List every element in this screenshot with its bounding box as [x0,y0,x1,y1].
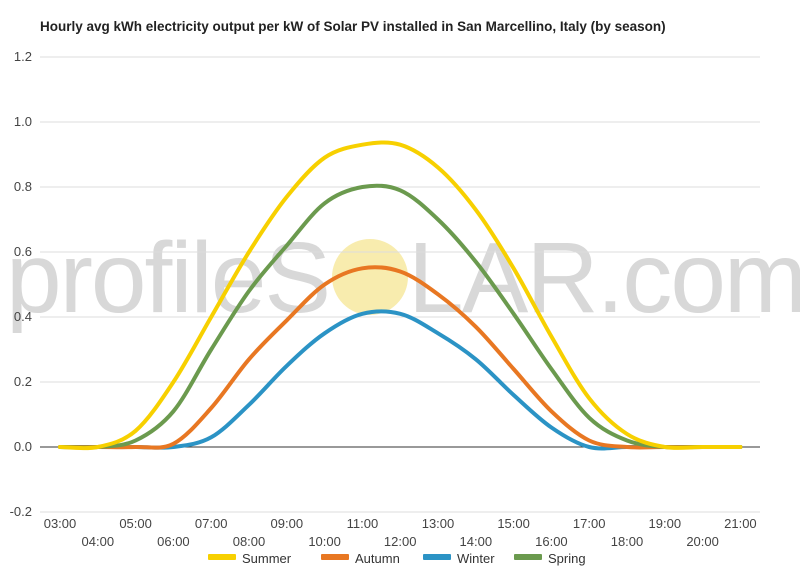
y-tick-label: 0.6 [14,244,32,259]
y-tick-label: 0.2 [14,374,32,389]
x-tick-label: 16:00 [535,534,568,549]
x-tick-label: 04:00 [82,534,115,549]
legend: Summer Autumn Winter Spring [208,551,586,566]
legend-label-winter: Winter [457,551,495,566]
legend-swatch-autumn [321,554,349,560]
x-tick-label: 17:00 [573,516,606,531]
series-line-spring [58,183,743,450]
legend-label-autumn: Autumn [355,551,400,566]
x-tick-label: 13:00 [422,516,455,531]
y-tick-label: -0.2 [10,504,32,519]
x-tick-label: 15:00 [497,516,530,531]
x-tick-label: 10:00 [308,534,341,549]
x-tick-label: 08:00 [233,534,266,549]
x-tick-label: 21:00 [724,516,757,531]
series-line-autumn [58,265,743,450]
y-tick-label: 0.8 [14,179,32,194]
x-tick-label: 18:00 [611,534,644,549]
legend-swatch-spring [514,554,542,560]
watermark: profileS LAR.com [6,222,800,334]
x-tick-label: 03:00 [44,516,77,531]
legend-swatch-summer [208,554,236,560]
x-tick-label: 14:00 [460,534,493,549]
x-tick-label: 07:00 [195,516,228,531]
x-axis: 03:00 04:00 05:00 06:00 07:00 08:00 09:00 10:00… [44,516,757,549]
legend-label-summer: Summer [242,551,292,566]
x-tick-label: 12:00 [384,534,417,549]
x-tick-label: 20:00 [686,534,719,549]
series-line-summer [58,140,743,451]
y-tick-label: 0.0 [14,439,32,454]
watermark-sun [332,239,408,315]
chart-title: Hourly avg kWh electricity output per kW… [40,19,666,34]
y-tick-label: 1.2 [14,49,32,64]
x-tick-label: 05:00 [119,516,152,531]
watermark-text-left: profileS [6,222,329,334]
x-tick-label: 11:00 [347,516,379,531]
series-lines [58,140,743,451]
x-tick-label: 06:00 [157,534,190,549]
legend-label-spring: Spring [548,551,586,566]
y-tick-label: 0.4 [14,309,32,324]
legend-swatch-winter [423,554,451,560]
x-tick-label: 19:00 [649,516,682,531]
y-tick-label: 1.0 [14,114,32,129]
watermark-text-right: LAR.com [408,222,800,334]
x-tick-label: 09:00 [271,516,304,531]
